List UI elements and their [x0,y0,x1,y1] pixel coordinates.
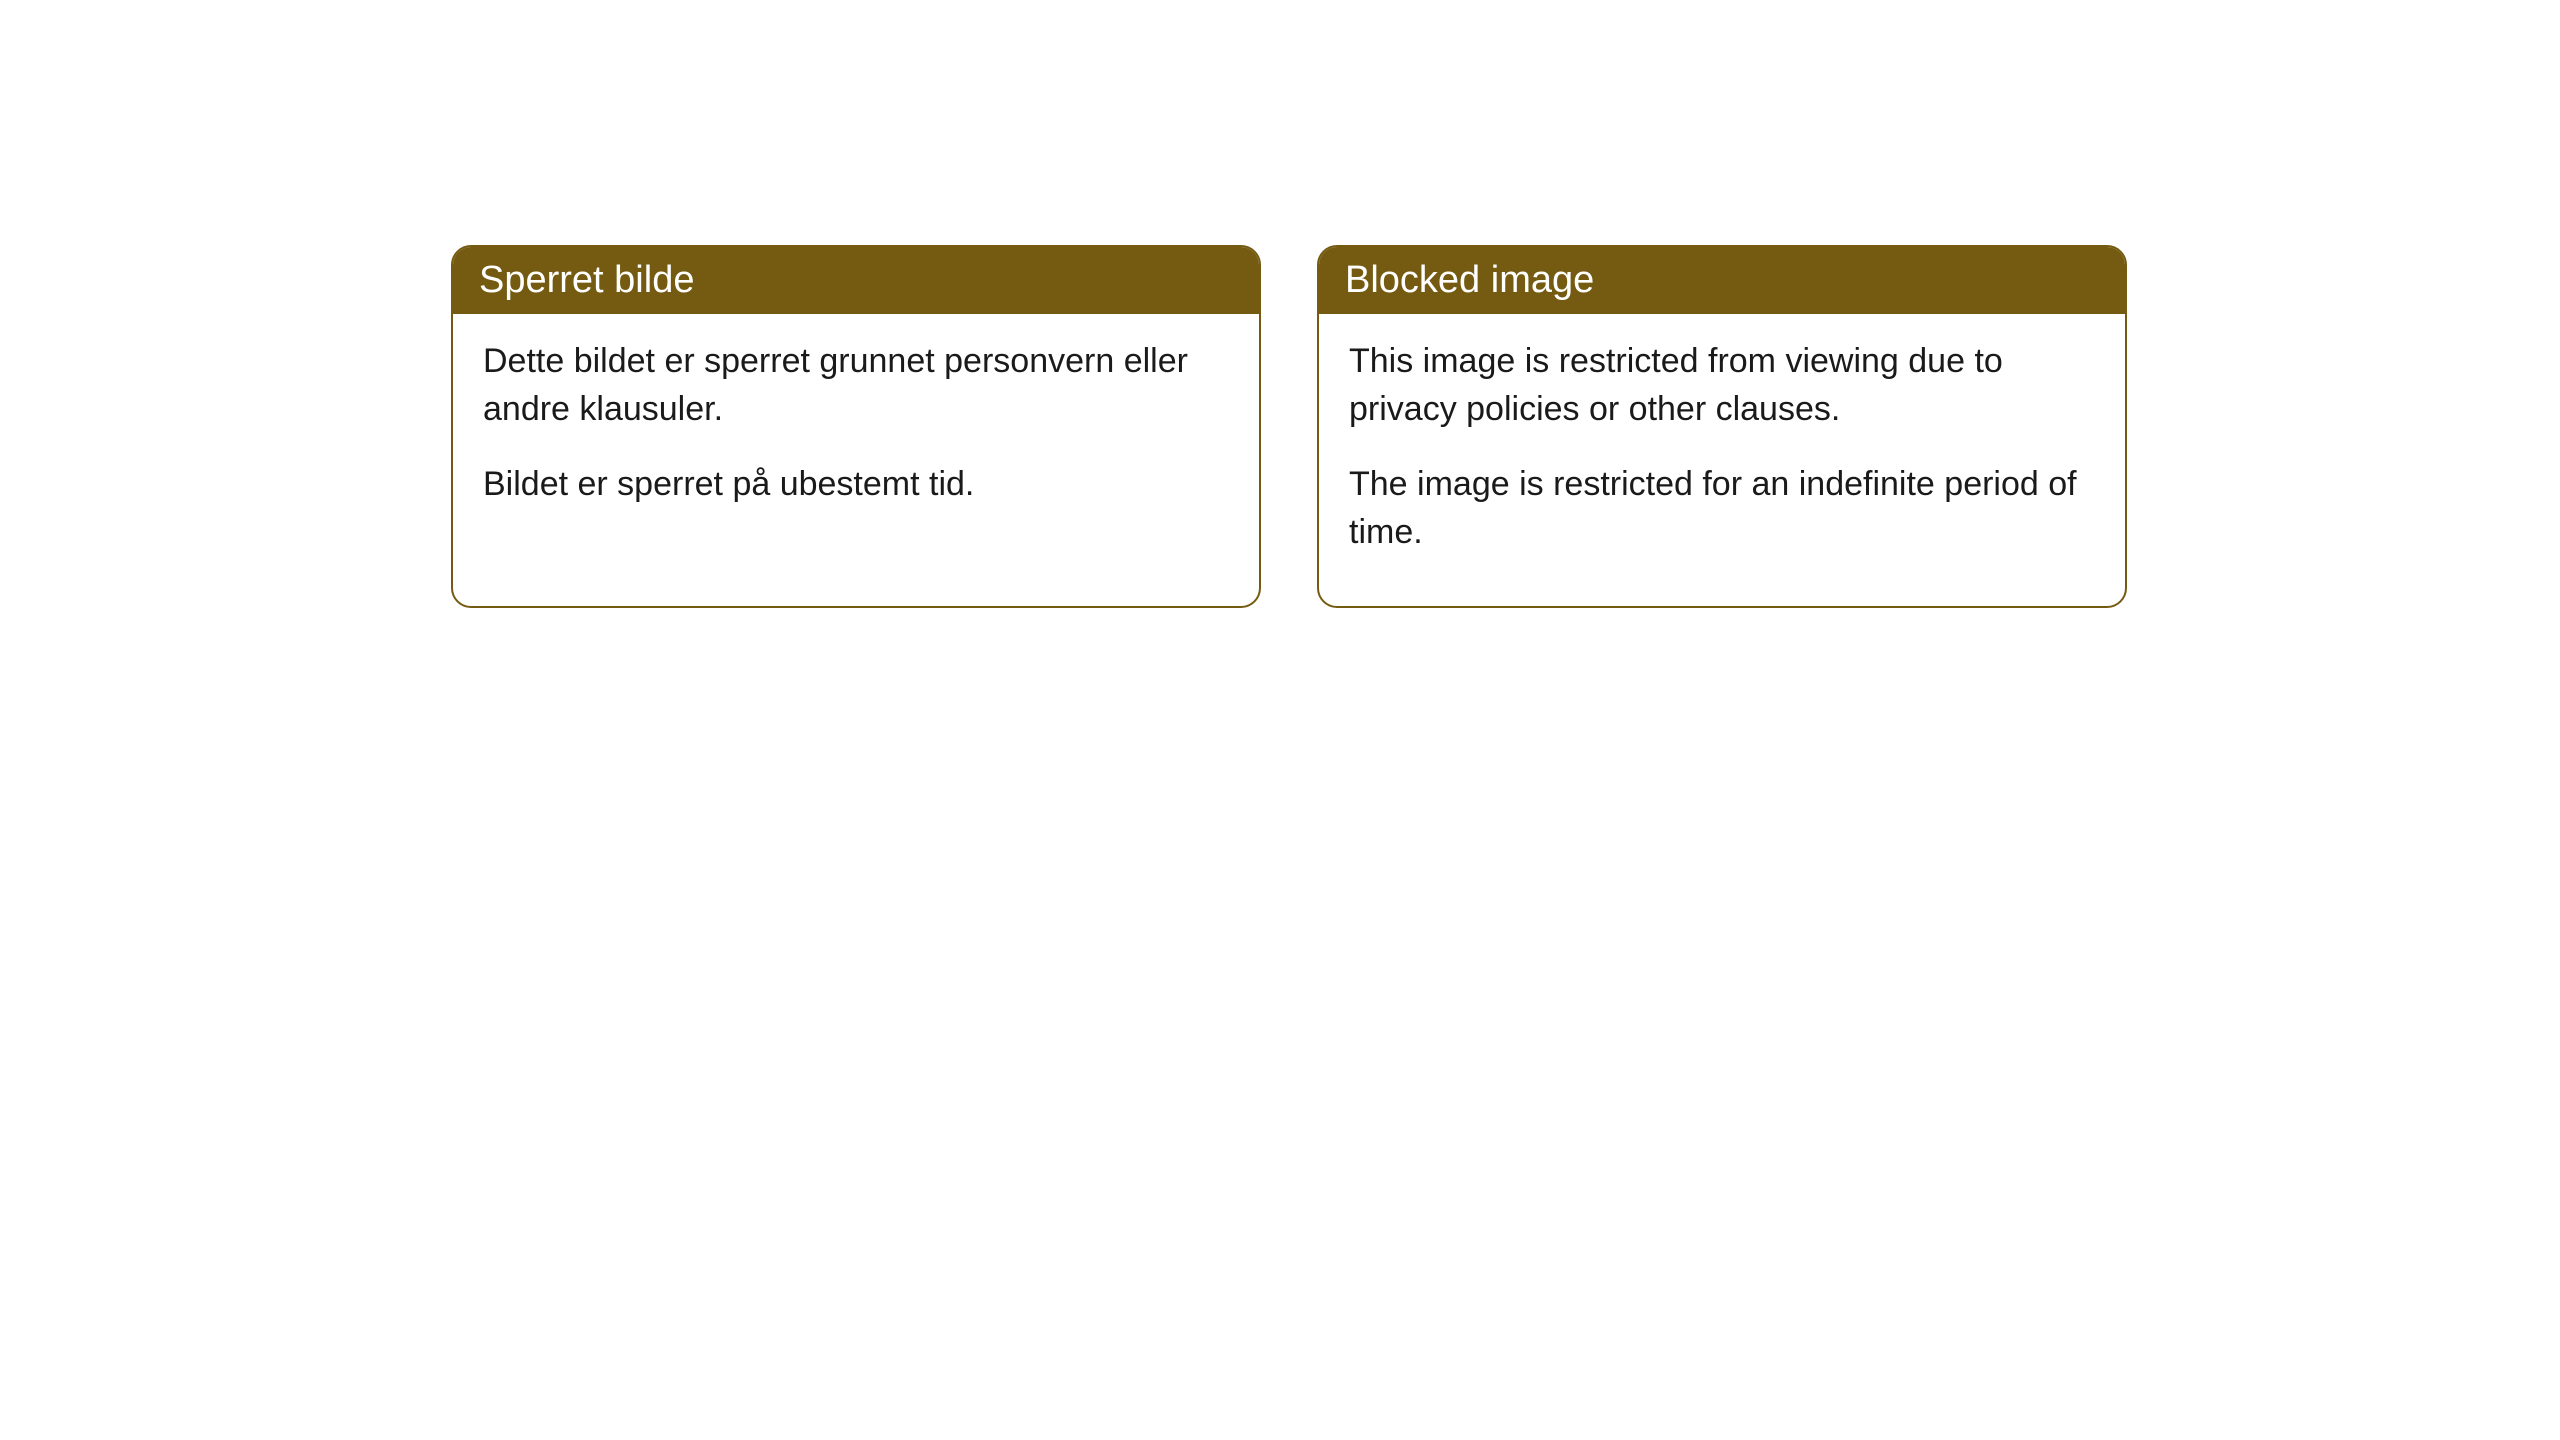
card-header-norwegian: Sperret bilde [453,247,1259,314]
card-title: Sperret bilde [479,259,694,301]
notice-paragraph: Dette bildet er sperret grunnet personve… [483,338,1229,433]
blocked-image-card-english: Blocked image This image is restricted f… [1317,245,2127,608]
card-body-english: This image is restricted from viewing du… [1319,314,2125,606]
card-title: Blocked image [1345,259,1594,301]
card-header-english: Blocked image [1319,247,2125,314]
notice-paragraph: This image is restricted from viewing du… [1349,338,2095,433]
notice-container: Sperret bilde Dette bildet er sperret gr… [0,0,2560,608]
blocked-image-card-norwegian: Sperret bilde Dette bildet er sperret gr… [451,245,1261,608]
notice-paragraph: Bildet er sperret på ubestemt tid. [483,461,1229,509]
card-body-norwegian: Dette bildet er sperret grunnet personve… [453,314,1259,559]
notice-paragraph: The image is restricted for an indefinit… [1349,461,2095,556]
